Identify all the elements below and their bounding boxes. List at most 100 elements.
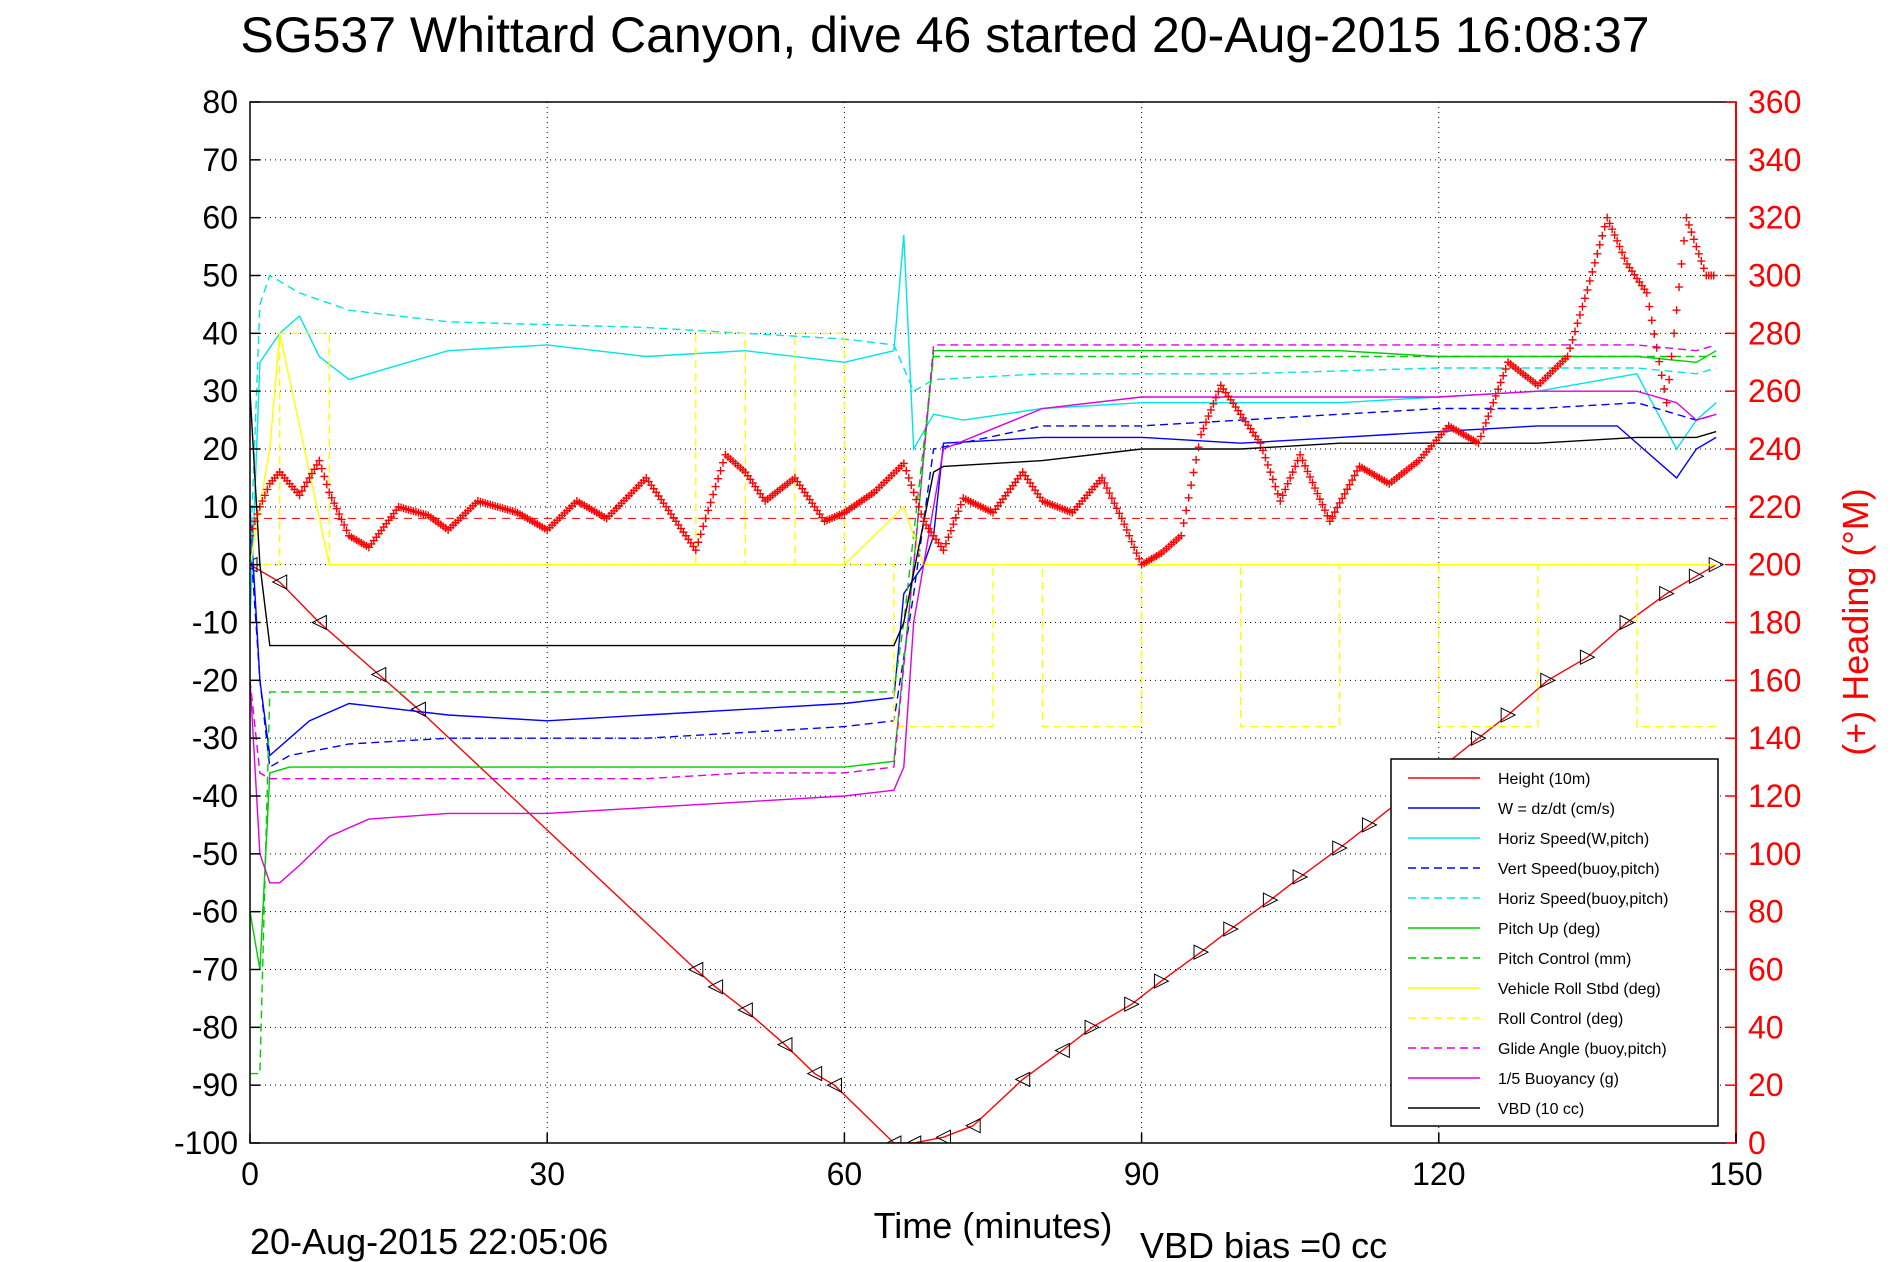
heading-point bbox=[1112, 504, 1121, 513]
series-pitch-control-mm bbox=[250, 355, 1717, 1075]
heading-point bbox=[298, 486, 307, 495]
heading-point bbox=[1585, 276, 1594, 285]
heading-point bbox=[1192, 455, 1201, 464]
heading-point bbox=[1496, 378, 1505, 387]
y-right-tick-label: 60 bbox=[1748, 952, 1784, 988]
heading-point bbox=[1206, 405, 1215, 414]
y-right-tick-label: 120 bbox=[1748, 778, 1801, 814]
heading-point bbox=[1201, 418, 1210, 427]
heading-point bbox=[1675, 283, 1684, 292]
heading-point bbox=[315, 456, 324, 465]
heading-point bbox=[1642, 288, 1651, 297]
y-tick-label: -70 bbox=[192, 952, 238, 988]
series-1-5-buoyancy-g bbox=[250, 390, 1717, 884]
heading-point bbox=[701, 514, 710, 523]
legend-label: 1/5 Buoyancy (g) bbox=[1498, 1071, 1619, 1088]
heading-point bbox=[1682, 213, 1691, 222]
series-w-dz-dt-cm-s bbox=[250, 425, 1717, 757]
legend-label: Horiz Speed(buoy,pitch) bbox=[1498, 891, 1668, 908]
depth-marker bbox=[1619, 614, 1636, 631]
heading-point bbox=[1301, 461, 1310, 470]
depth-marker bbox=[1262, 892, 1279, 908]
heading-point bbox=[1182, 506, 1191, 515]
heading-point bbox=[1583, 285, 1592, 294]
heading-point bbox=[1645, 302, 1654, 311]
depth-marker bbox=[885, 1135, 902, 1143]
heading-point bbox=[719, 458, 728, 467]
series-vert-speed-buoy-pitch bbox=[250, 401, 1717, 769]
heading-point bbox=[899, 459, 908, 468]
heading-point bbox=[1320, 506, 1329, 515]
heading-point bbox=[1122, 525, 1131, 534]
heading-point bbox=[1204, 412, 1213, 421]
x-tick-label: 150 bbox=[1709, 1156, 1762, 1192]
heading-point bbox=[1610, 231, 1619, 240]
heading-point bbox=[1127, 537, 1136, 546]
y-right-tick-label: 100 bbox=[1748, 836, 1801, 872]
heading-point bbox=[1281, 485, 1290, 494]
heading-point bbox=[1709, 271, 1718, 280]
y-tick-label: -100 bbox=[174, 1125, 238, 1161]
depth-marker bbox=[410, 701, 426, 718]
heading-point bbox=[709, 490, 718, 499]
heading-point bbox=[1345, 480, 1354, 489]
heading-point bbox=[1603, 213, 1612, 222]
y-tick-label: 10 bbox=[202, 489, 238, 525]
depth-marker bbox=[1124, 996, 1140, 1013]
heading-point bbox=[694, 538, 703, 547]
heading-point bbox=[1605, 219, 1614, 228]
heading-point bbox=[1580, 294, 1589, 303]
heading-point bbox=[1566, 344, 1575, 353]
y-tick-label: 70 bbox=[202, 142, 238, 178]
heading-point bbox=[1476, 432, 1485, 441]
x-axis: 0 30 60 90 120 150 bbox=[241, 1133, 1763, 1192]
heading-point bbox=[1595, 240, 1604, 249]
heading-point bbox=[944, 533, 953, 542]
series-layer bbox=[250, 213, 1736, 1143]
heading-point bbox=[1102, 484, 1111, 493]
heading-point bbox=[317, 464, 326, 473]
heading-point bbox=[1110, 499, 1119, 508]
heading-point bbox=[704, 506, 713, 515]
heading-point bbox=[1187, 481, 1196, 490]
depth-marker bbox=[1470, 730, 1487, 746]
depth-marker bbox=[1688, 568, 1705, 585]
y-tick-label: 80 bbox=[202, 84, 238, 120]
heading-point bbox=[1268, 475, 1277, 484]
heading-point bbox=[1600, 222, 1609, 231]
heading-point bbox=[904, 473, 913, 482]
heading-point bbox=[1197, 430, 1206, 439]
legend: Height (10m) W = dz/dt (cm/s) Horiz Speed(… bbox=[1390, 758, 1719, 1127]
heading-point bbox=[322, 480, 331, 489]
heading-point bbox=[1662, 398, 1671, 407]
y-right-tick-label: 280 bbox=[1748, 315, 1801, 351]
heading-point bbox=[1258, 446, 1267, 455]
footer-vbd-bias: VBD bias =0 cc bbox=[1140, 1225, 1387, 1262]
heading-point bbox=[1474, 439, 1483, 448]
heading-point bbox=[1588, 267, 1597, 276]
y-tick-label: 50 bbox=[202, 258, 238, 294]
heading-point bbox=[1697, 257, 1706, 266]
series-heading-m bbox=[250, 213, 1718, 569]
heading-point bbox=[1670, 329, 1679, 338]
heading-point bbox=[1652, 343, 1661, 352]
heading-point bbox=[1350, 471, 1359, 480]
depth-marker bbox=[1223, 921, 1239, 937]
heading-point bbox=[1105, 489, 1114, 498]
heading-point bbox=[1179, 519, 1188, 528]
heading-point bbox=[1660, 384, 1669, 393]
heading-point bbox=[1689, 235, 1698, 244]
heading-point bbox=[302, 478, 311, 487]
heading-point bbox=[706, 498, 715, 507]
heading-point bbox=[1578, 302, 1587, 311]
heading-point bbox=[258, 497, 267, 506]
heading-point bbox=[1318, 500, 1327, 509]
heading-point bbox=[1687, 228, 1696, 237]
heading-point bbox=[1563, 352, 1572, 361]
series-roll-control-deg bbox=[250, 332, 1717, 728]
heading-point bbox=[1677, 259, 1686, 268]
y-right-tick-label: 240 bbox=[1748, 431, 1801, 467]
heading-point bbox=[1263, 460, 1272, 469]
heading-point bbox=[327, 493, 336, 502]
heading-point bbox=[332, 504, 341, 513]
